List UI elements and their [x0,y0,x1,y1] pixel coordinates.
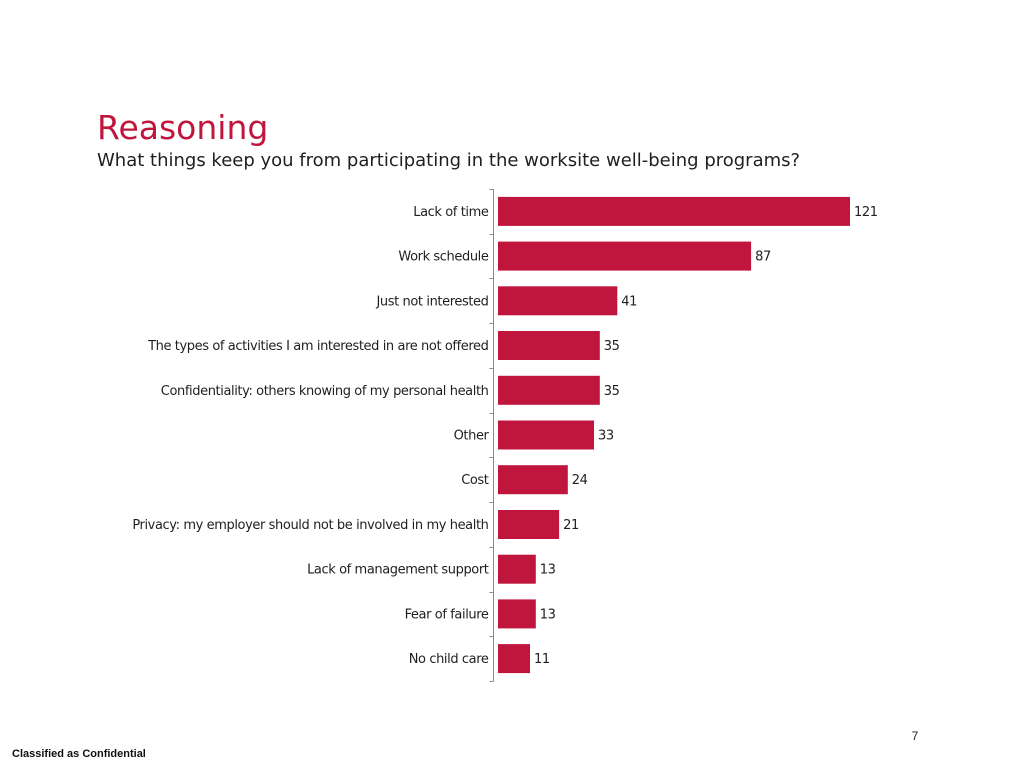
bar [498,375,600,405]
bar [498,331,600,360]
data-label: 121 [854,205,878,220]
category-label: Lack of time [413,205,489,220]
category-label: Privacy: my employer should not be invol… [132,518,488,533]
data-label: 41 [621,294,637,309]
data-label: 11 [534,652,550,667]
bar [498,241,752,271]
page-number: 7 [911,729,919,743]
data-label: 35 [604,339,620,354]
category-label: Work schedule [398,250,489,265]
category-label: No child care [409,652,489,667]
data-label: 21 [563,518,579,533]
bar [498,465,568,495]
data-label: 33 [598,429,614,444]
bar [498,644,530,674]
slide-title: Reasoning [97,108,269,147]
category-label: Confidentiality: others knowing of my pe… [161,384,489,399]
slide-subtitle: What things keep you from participating … [97,150,801,171]
category-label: Lack of management support [307,563,489,578]
data-label: 24 [572,473,588,488]
data-label: 13 [540,607,556,622]
data-label: 87 [755,250,771,265]
data-label: 35 [604,384,620,399]
bar [498,599,536,629]
category-label: Just not interested [375,294,488,309]
bar [498,554,536,584]
category-label: The types of activities I am interested … [147,339,489,354]
bar [498,420,594,450]
category-label: Fear of failure [405,607,489,622]
classification-label: Classified as Confidential [12,748,146,760]
category-label: Other [454,429,490,444]
category-label: Cost [461,473,489,488]
data-label: 13 [540,563,556,578]
bar [498,510,560,539]
bar [498,196,850,226]
bar [498,286,618,316]
